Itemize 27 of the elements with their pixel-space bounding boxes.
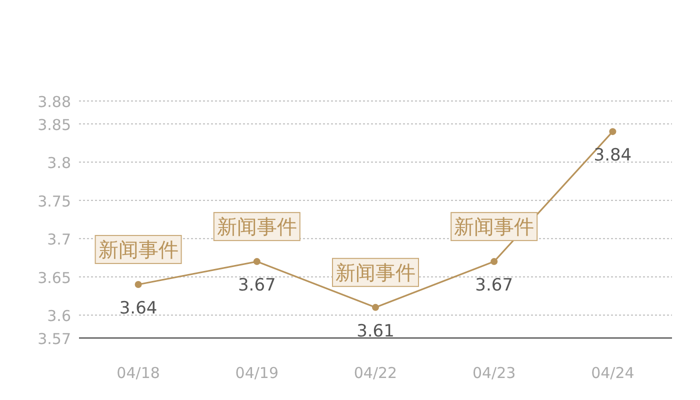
data-label: 3.61 bbox=[356, 321, 394, 342]
annotation: 新闻事件 bbox=[336, 260, 416, 284]
point bbox=[134, 280, 142, 288]
point bbox=[253, 258, 260, 266]
y-tick-label: 3.75 bbox=[38, 192, 71, 210]
x-tick-label: 04/18 bbox=[116, 364, 160, 382]
point bbox=[490, 258, 498, 266]
data-label: 3.67 bbox=[238, 276, 276, 296]
y-tick-label: 3.65 bbox=[38, 268, 71, 287]
y-tick-label: 3.6 bbox=[47, 307, 71, 326]
data-label: 3.84 bbox=[594, 146, 632, 166]
x-tick-label: 04/23 bbox=[472, 364, 516, 382]
y-tick-label: 3.88 bbox=[38, 93, 71, 111]
y-tick-label: 3.85 bbox=[38, 116, 71, 134]
data-label: 3.67 bbox=[475, 276, 514, 296]
annotation: 新闻事件 bbox=[98, 237, 178, 262]
y-tick-label: 3.8 bbox=[47, 154, 71, 172]
x-tick-label: 04/22 bbox=[354, 364, 398, 382]
annotation: 新闻事件 bbox=[216, 214, 297, 239]
x-tick-label: 04/24 bbox=[591, 364, 634, 382]
x-tick-label: 04/19 bbox=[235, 364, 279, 382]
point bbox=[372, 304, 379, 311]
point bbox=[609, 128, 616, 136]
y-tick-label: 3.7 bbox=[47, 230, 71, 249]
y-tick-label: 3.57 bbox=[38, 330, 71, 348]
annotation: 新闻事件 bbox=[454, 214, 534, 239]
data-label: 3.64 bbox=[119, 298, 158, 318]
